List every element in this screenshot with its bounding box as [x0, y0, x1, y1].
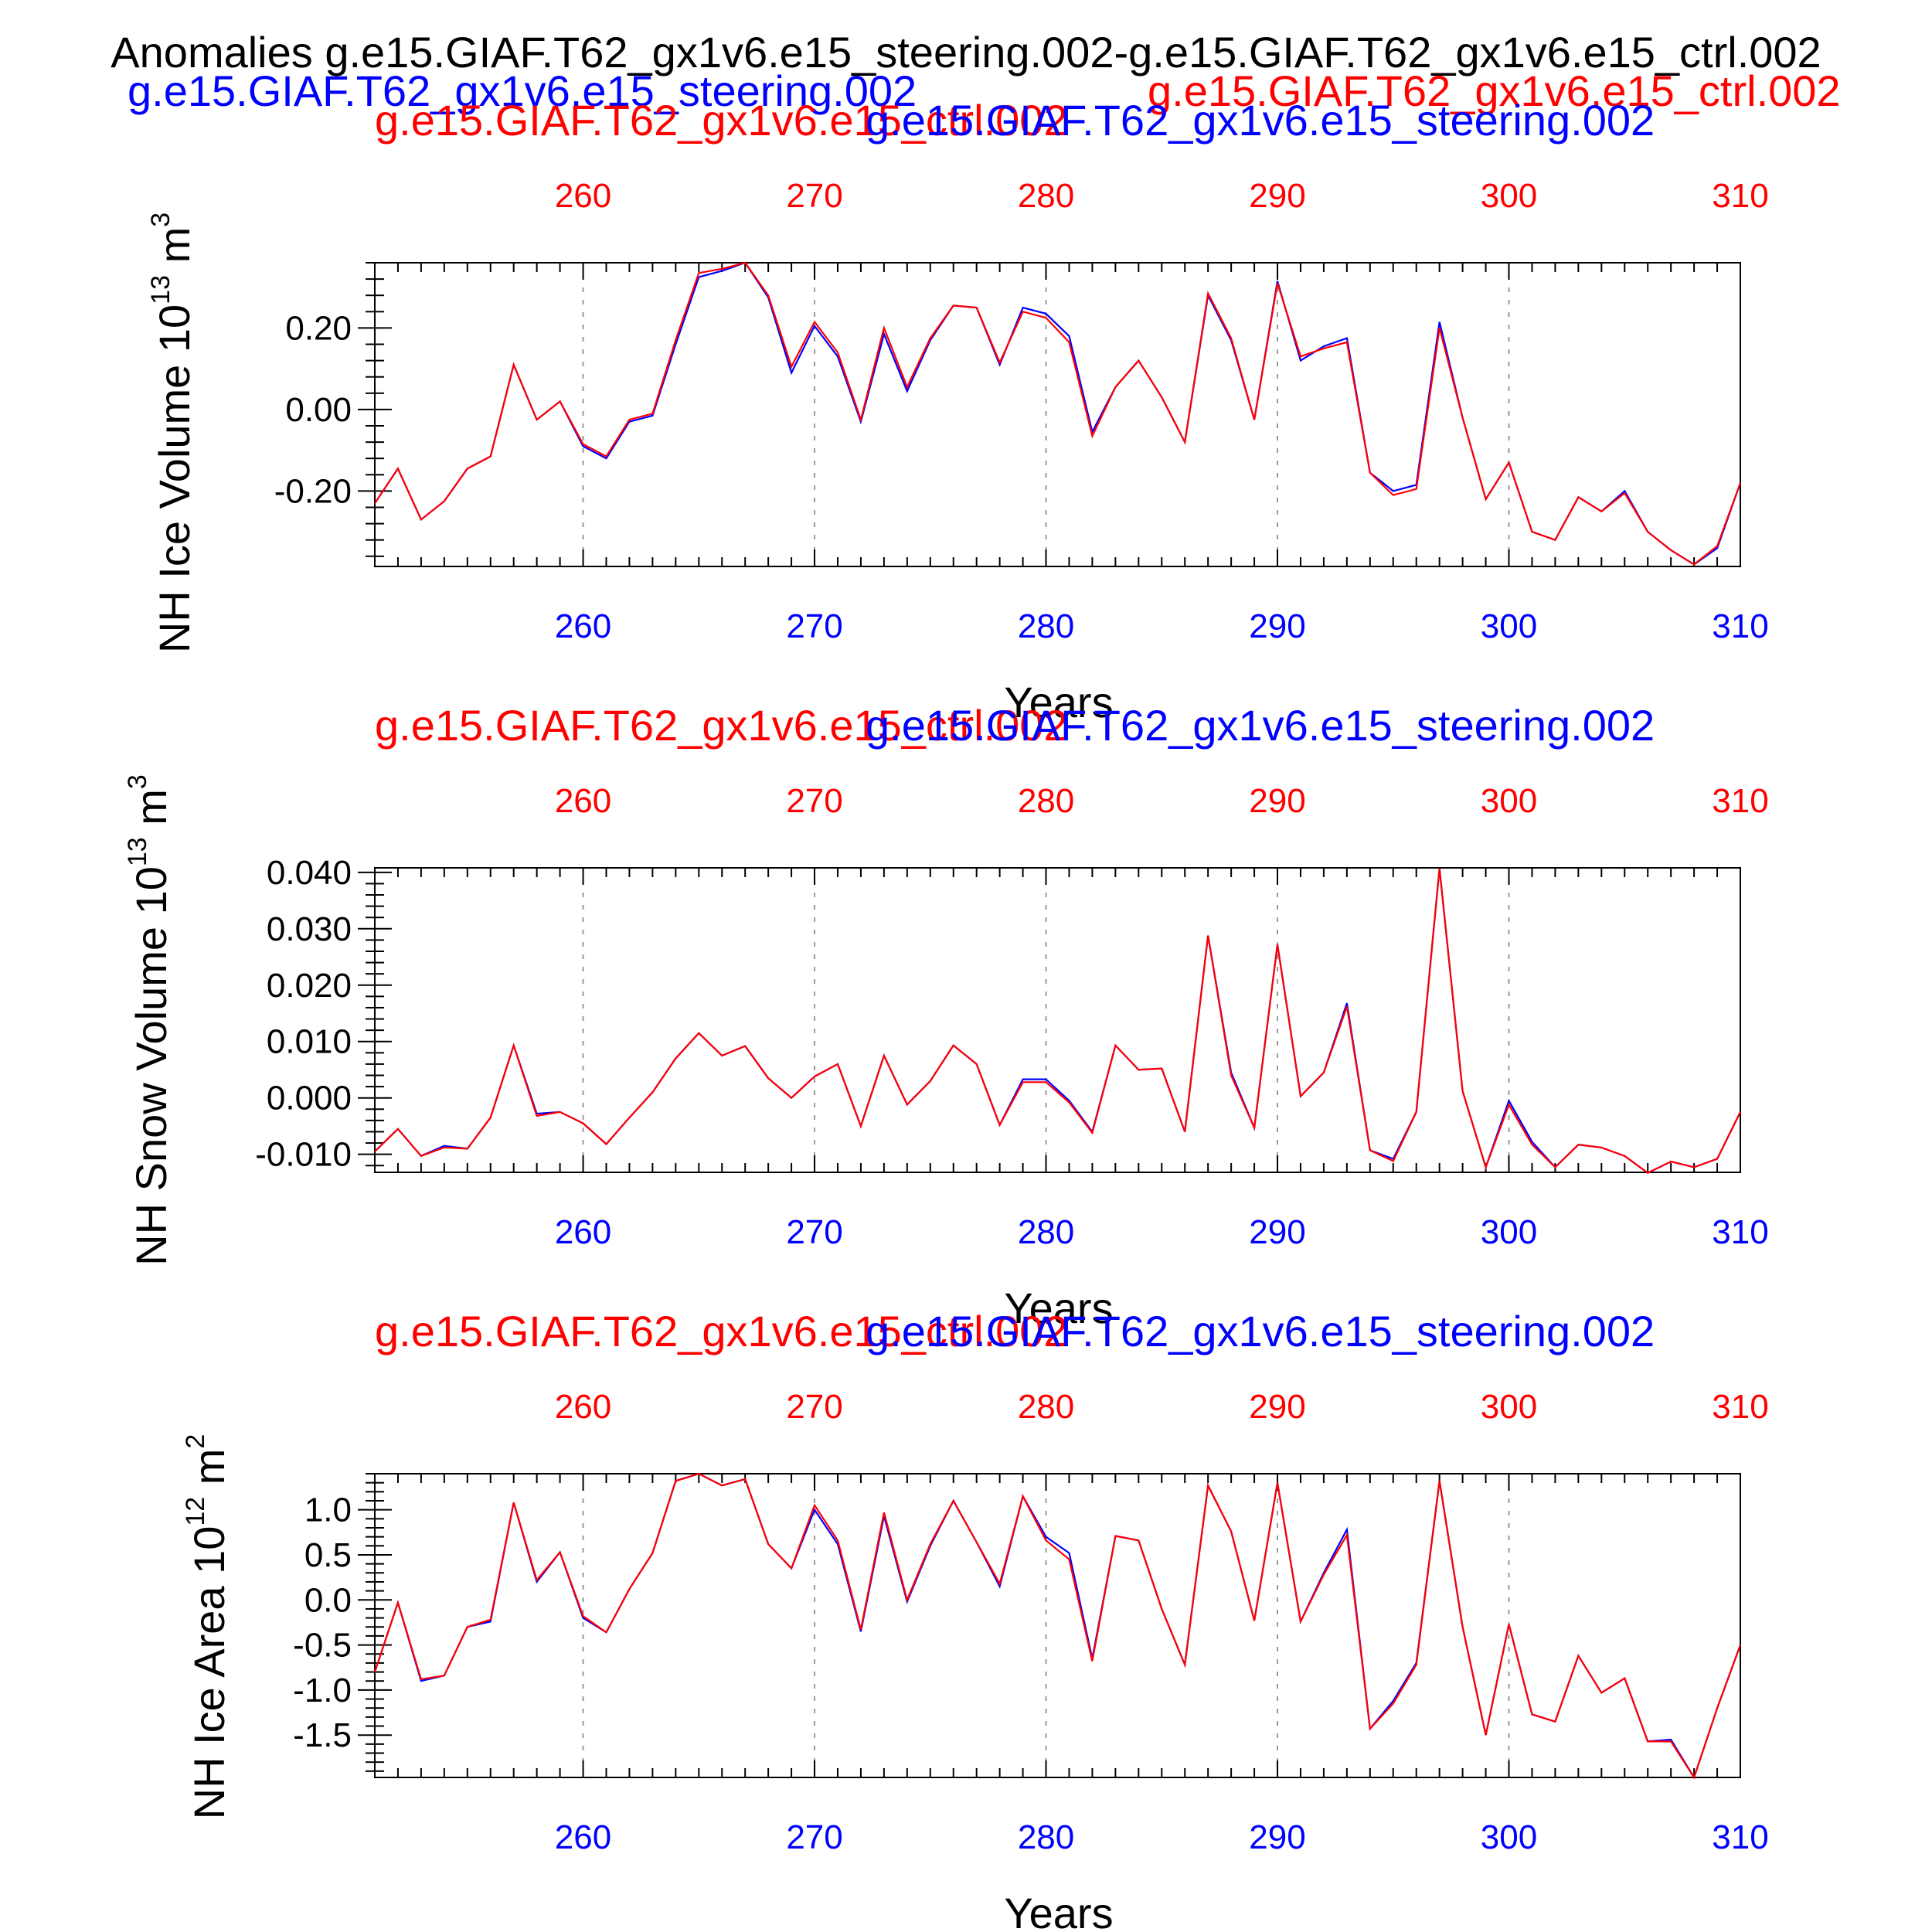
x-tick-label-bottom: 300: [1481, 607, 1537, 645]
y-tick-label: 0.5: [304, 1536, 352, 1574]
x-tick-label-bottom: 280: [1018, 607, 1074, 645]
y-axis-label-unit: m: [127, 789, 175, 837]
x-tick-label-bottom: 300: [1481, 1213, 1537, 1251]
x-tick-label-bottom: 290: [1249, 1818, 1305, 1856]
x-axis-label: Years: [1004, 1889, 1113, 1932]
y-axis-label-unit-exp: 3: [146, 213, 175, 227]
x-tick-label-top: 260: [555, 1388, 611, 1426]
y-axis-label-text: NH Ice Volume 10: [150, 304, 199, 653]
y-axis-label-text: NH Snow Volume 10: [127, 866, 175, 1266]
y-tick-label: 0.020: [267, 967, 352, 1005]
y-axis-label-exp: 12: [181, 1497, 210, 1526]
x-tick-label-bottom: 260: [555, 1213, 611, 1251]
plot-frame: [374, 1473, 1741, 1778]
x-axis-label: Years: [1004, 1284, 1113, 1332]
y-axis-label-exp: 13: [123, 837, 152, 866]
x-tick-label-top: 300: [1481, 177, 1537, 215]
x-tick-label-top: 310: [1712, 177, 1768, 215]
x-tick-label-bottom: 270: [786, 1213, 842, 1251]
y-tick-label: 0.0: [304, 1581, 352, 1619]
y-axis-label: NH Snow Volume 1013 m3: [123, 774, 175, 1266]
panel-1: g.e15.GIAF.T62_gx1v6.e15_ctrl.002g.e15.G…: [146, 96, 1769, 726]
y-tick-label: -0.010: [255, 1136, 352, 1174]
y-tick-label: 1.0: [304, 1492, 352, 1529]
x-tick-label-top: 280: [1018, 782, 1074, 820]
panel-2: g.e15.GIAF.T62_gx1v6.e15_ctrl.002g.e15.G…: [123, 701, 1769, 1332]
panel-title-steering: g.e15.GIAF.T62_gx1v6.e15_steering.002: [866, 1307, 1655, 1355]
panel-title-steering: g.e15.GIAF.T62_gx1v6.e15_steering.002: [866, 701, 1655, 750]
series-line-steering: [374, 868, 1741, 1174]
case-b-title: g.e15.GIAF.T62_gx1v6.e15_ctrl.002: [1148, 66, 1841, 115]
panel-title-steering: g.e15.GIAF.T62_gx1v6.e15_steering.002: [866, 96, 1655, 145]
series-line-steering: [374, 261, 1742, 566]
x-tick-label-bottom: 260: [555, 1818, 611, 1856]
x-tick-label-bottom: 290: [1249, 607, 1305, 645]
y-tick-label: 0.030: [267, 910, 352, 948]
x-tick-label-top: 290: [1249, 1388, 1305, 1426]
y-axis-label-unit-exp: 2: [181, 1434, 210, 1449]
plot-frame: [374, 262, 1741, 567]
x-tick-label-bottom: 310: [1712, 1213, 1768, 1251]
x-axis-label: Years: [1004, 678, 1113, 726]
x-tick-label-bottom: 260: [555, 607, 611, 645]
x-tick-label-top: 260: [555, 782, 611, 820]
case-a-title: g.e15.GIAF.T62_gx1v6.e15_steering.002: [128, 66, 917, 115]
y-axis-label-unit-exp: 3: [123, 774, 152, 789]
y-tick-label: -0.5: [293, 1627, 352, 1665]
y-tick-label: 0.000: [267, 1080, 352, 1117]
y-tick-label: -1.0: [293, 1672, 352, 1709]
x-tick-label-top: 280: [1018, 177, 1074, 215]
x-tick-label-top: 280: [1018, 1388, 1074, 1426]
x-tick-label-bottom: 280: [1018, 1818, 1074, 1856]
y-tick-label: 0.040: [267, 854, 352, 892]
panels: g.e15.GIAF.T62_gx1v6.e15_ctrl.002g.e15.G…: [123, 96, 1769, 1932]
x-tick-label-top: 310: [1712, 782, 1768, 820]
x-tick-label-top: 270: [786, 1388, 842, 1426]
y-axis-label: NH Ice Volume 1013 m3: [146, 213, 199, 653]
panel-title-ctrl: g.e15.GIAF.T62_gx1v6.e15_ctrl.002: [375, 1307, 1068, 1355]
x-tick-label-bottom: 270: [786, 1818, 842, 1856]
x-tick-label-bottom: 310: [1712, 1818, 1768, 1856]
panel-3: g.e15.GIAF.T62_gx1v6.e15_ctrl.002g.e15.G…: [181, 1307, 1769, 1932]
x-tick-label-top: 290: [1249, 782, 1305, 820]
y-axis-label-exp: 13: [146, 275, 175, 304]
plot-frame: [374, 867, 1741, 1173]
series-line-ctrl: [374, 868, 1741, 1174]
x-tick-label-top: 270: [786, 782, 842, 820]
x-tick-label-bottom: 310: [1712, 607, 1768, 645]
x-tick-label-top: 310: [1712, 1388, 1768, 1426]
y-tick-label: -1.5: [293, 1716, 352, 1754]
series-line-ctrl: [373, 1472, 1742, 1780]
y-axis-label-unit: m: [185, 1449, 233, 1497]
series-line-ctrl: [374, 261, 1742, 566]
x-tick-label-bottom: 290: [1249, 1213, 1305, 1251]
main-title: Anomalies g.e15.GIAF.T62_gx1v6.e15_steer…: [111, 28, 1821, 77]
y-axis-label-unit: m: [150, 227, 199, 275]
panel-title-ctrl: g.e15.GIAF.T62_gx1v6.e15_ctrl.002: [375, 96, 1068, 145]
x-tick-label-top: 300: [1481, 1388, 1537, 1426]
y-axis-label: NH Ice Area 1012 m2: [181, 1434, 233, 1820]
x-tick-label-top: 300: [1481, 782, 1537, 820]
y-tick-label: 0.010: [267, 1023, 352, 1061]
series-line-steering: [373, 1472, 1742, 1780]
x-tick-label-bottom: 280: [1018, 1213, 1074, 1251]
y-tick-label: -0.20: [274, 472, 352, 510]
x-tick-label-top: 270: [786, 177, 842, 215]
x-tick-label-bottom: 270: [786, 607, 842, 645]
y-axis-label-text: NH Ice Area 10: [185, 1526, 233, 1820]
x-tick-label-top: 260: [555, 177, 611, 215]
panel-title-ctrl: g.e15.GIAF.T62_gx1v6.e15_ctrl.002: [375, 701, 1068, 750]
y-tick-label: 0.00: [285, 391, 352, 429]
x-tick-label-top: 290: [1249, 177, 1305, 215]
y-tick-label: 0.20: [285, 309, 352, 347]
x-tick-label-bottom: 300: [1481, 1818, 1537, 1856]
